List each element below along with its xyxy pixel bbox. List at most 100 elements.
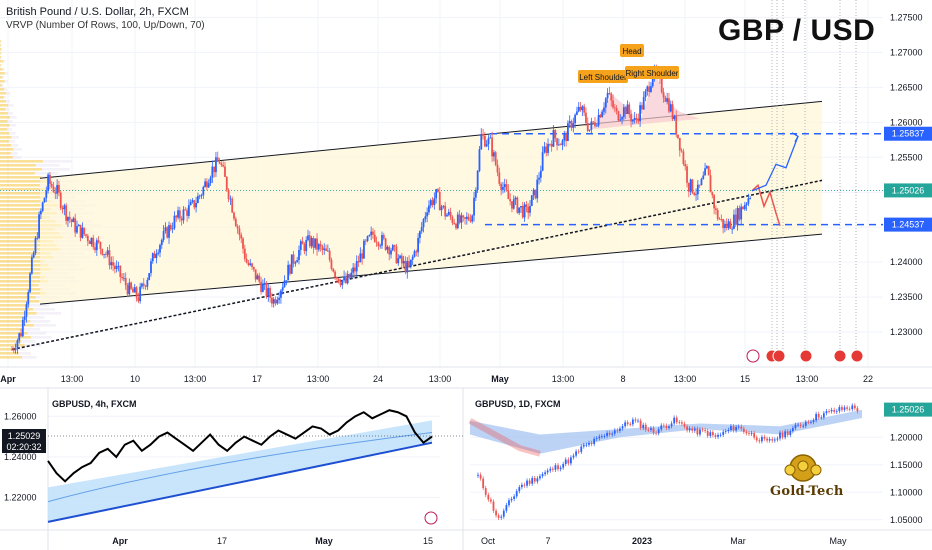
time-tick-label: Apr <box>0 374 16 384</box>
candle-body <box>670 423 673 427</box>
candle-body <box>731 228 734 230</box>
candle-body <box>695 194 697 196</box>
candle-body <box>572 455 575 458</box>
candle-body <box>29 273 31 293</box>
candle-body <box>429 200 432 206</box>
candle-body <box>204 181 207 187</box>
volume-bar <box>0 348 16 351</box>
volume-bar <box>4 72 9 75</box>
candle-body <box>536 478 539 482</box>
event-icons[interactable] <box>746 349 864 363</box>
candle-body <box>177 210 179 218</box>
time-tick-label: 13:00 <box>184 374 207 384</box>
candle-body <box>635 118 638 119</box>
candle-body <box>552 130 555 147</box>
candle-body <box>258 275 261 282</box>
candle-body <box>480 134 483 150</box>
volume-bar <box>0 88 5 91</box>
candle-body <box>696 184 699 195</box>
volume-bar <box>2 76 4 79</box>
candle-body <box>384 238 387 250</box>
candle-body <box>585 444 588 446</box>
volume-bar <box>0 312 37 315</box>
candle-body <box>106 250 109 255</box>
price-axis[interactable]: 1.27500 1.27000 1.26500 1.26000 1.25500 1.250… <box>884 12 932 337</box>
volume-bar <box>0 204 58 207</box>
volume-bar <box>9 116 17 119</box>
volume-bar <box>24 328 41 331</box>
volume-bar <box>0 260 45 263</box>
candle-body <box>184 209 187 211</box>
candle-body <box>619 119 622 121</box>
ma-line-slow <box>47 441 433 523</box>
candle-body <box>254 269 257 280</box>
candle-body <box>650 428 652 430</box>
candle-body <box>456 214 459 229</box>
candle-body <box>628 104 631 115</box>
candle-body <box>556 138 558 146</box>
volume-bar <box>35 164 60 167</box>
candle-body <box>206 181 208 188</box>
volume-bar <box>0 264 48 267</box>
volume-bar <box>0 300 40 303</box>
candle-body <box>261 284 264 292</box>
candle-body <box>606 432 608 437</box>
candle-body <box>715 208 717 211</box>
price-tick-label: 1.23500 <box>890 292 923 302</box>
indicator-label[interactable]: VRVP (Number Of Rows, 100, Up/Down, 70) <box>6 20 205 31</box>
countdown-label: 02:20:32 <box>6 442 41 452</box>
candle-body <box>92 237 95 248</box>
candle-body <box>276 299 279 304</box>
projection-up <box>751 136 799 192</box>
candle-body <box>317 244 320 250</box>
ma-line-fast <box>47 432 433 503</box>
candle-body <box>619 428 621 431</box>
time-tick-label: 13:00 <box>61 374 84 384</box>
candle-body <box>539 170 542 178</box>
candle-body <box>616 430 619 432</box>
candle-body <box>108 250 111 266</box>
candle-body <box>735 427 738 431</box>
candle-body <box>485 144 488 147</box>
volume-bar <box>42 160 72 163</box>
candle-body <box>283 280 286 288</box>
annotation-left-shoulder: Left Shoulder <box>578 70 628 83</box>
candle-body <box>326 250 329 252</box>
candle-body <box>484 488 487 495</box>
volume-bar <box>0 44 1 47</box>
candle-body <box>319 244 322 247</box>
candle-body <box>606 92 609 99</box>
candle-body <box>738 208 741 220</box>
time-tick-label: 13:00 <box>796 374 819 384</box>
volume-bar <box>2 84 4 87</box>
candle-body <box>514 197 517 200</box>
volume-bar <box>0 40 2 43</box>
candle-body <box>113 265 116 270</box>
annotation-head: Head <box>620 44 644 57</box>
candle-body <box>716 210 719 219</box>
time-axis[interactable]: Apr 13:00 10 13:00 17 13:00 24 13:00 May 13:00 8 13… <box>0 374 873 384</box>
candle-body <box>639 105 641 122</box>
candle-body <box>683 423 686 427</box>
candle-body <box>675 417 678 423</box>
candle-body <box>157 252 160 254</box>
time-tick-label: 22 <box>863 374 873 384</box>
volume-bar <box>10 152 18 155</box>
volume-bar <box>0 84 3 87</box>
candle-body <box>74 218 77 233</box>
volume-bar <box>0 100 6 103</box>
candle-body <box>473 197 475 216</box>
candle-body <box>668 426 670 428</box>
volume-bar <box>0 176 41 179</box>
candle-body <box>238 228 241 235</box>
candle-body <box>12 349 15 351</box>
volume-bar <box>0 324 34 327</box>
candle-body <box>516 197 519 213</box>
candle-body <box>582 444 585 447</box>
candle-body <box>622 107 625 118</box>
candle-body <box>34 238 37 254</box>
candle-body <box>350 272 353 278</box>
candle-body <box>748 433 750 434</box>
candle-body <box>689 179 692 192</box>
candle-body <box>469 219 472 222</box>
